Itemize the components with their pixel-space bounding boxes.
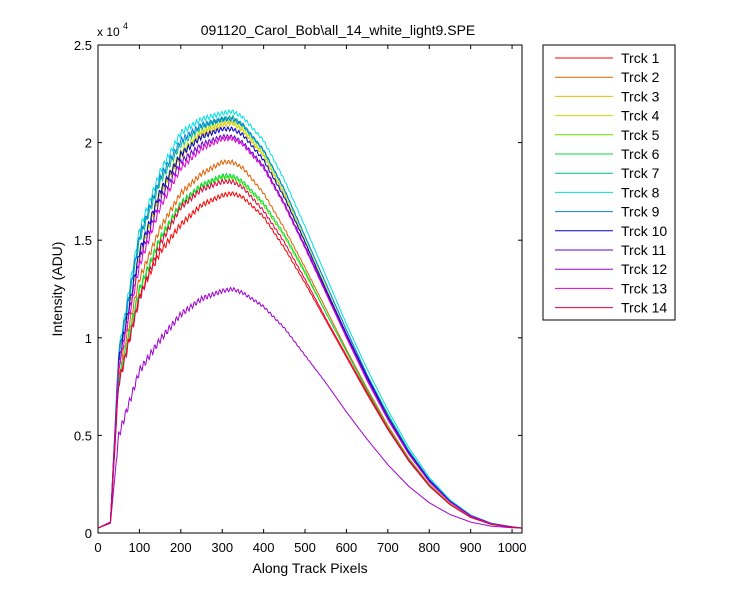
- x-tick-label: 400: [253, 540, 275, 555]
- x-axis: 0 100 200 300 400 500 600 700 800 900 1000: [94, 45, 527, 555]
- y-tick-label: 0: [85, 526, 92, 541]
- x-tick-label: 700: [377, 540, 399, 555]
- series-group: [97, 109, 523, 529]
- x-tick-label: 0: [94, 540, 101, 555]
- legend-label: Trck 1: [621, 50, 660, 66]
- x-tick-label: 300: [211, 540, 233, 555]
- y-tick-label: 1.5: [74, 233, 92, 248]
- legend-label: Trck 14: [621, 300, 667, 316]
- legend-label: Trck 4: [621, 108, 660, 124]
- plot-area: 0 100 200 300 400 500 600 700 800 900 1000 0 0.5 1 1.…: [74, 38, 527, 555]
- legend-label: Trck 8: [621, 184, 660, 200]
- x-tick-label: 500: [294, 540, 316, 555]
- legend-label: Trck 5: [621, 127, 660, 143]
- y-multiplier-label: x 10: [97, 25, 120, 39]
- x-tick-label: 200: [170, 540, 192, 555]
- y-multiplier-exponent: 4: [123, 21, 128, 31]
- y-axis-label: Intensity (ADU): [49, 242, 65, 337]
- y-tick-label: 0.5: [74, 428, 92, 443]
- series-line-12: [97, 286, 522, 529]
- chart-title: 091120_Carol_Bob\all_14_white_light9.SPE: [201, 22, 476, 38]
- x-axis-label: Along Track Pixels: [252, 560, 367, 576]
- y-tick-label: 1: [85, 331, 92, 346]
- series-line-13: [97, 135, 523, 529]
- x-tick-label: 900: [460, 540, 482, 555]
- x-tick-label: 1000: [498, 540, 527, 555]
- x-tick-label: 800: [418, 540, 440, 555]
- legend-label: Trck 11: [621, 242, 666, 258]
- legend-label: Trck 10: [621, 223, 667, 239]
- x-tick-label: 100: [129, 540, 151, 555]
- legend-label: Trck 7: [621, 165, 660, 181]
- legend-label: Trck 12: [621, 261, 667, 277]
- series-line-8: [97, 109, 523, 529]
- legend-label: Trck 3: [621, 88, 660, 104]
- legend-label: Trck 6: [621, 146, 660, 162]
- legend: Trck 1 Trck 2 Trck 3 Trck 4 Trck 5 Trck 6 Trck…: [542, 44, 676, 321]
- y-axis: 0 0.5 1 1.5 2 2.5: [74, 38, 522, 541]
- legend-box: [542, 44, 676, 321]
- x-tick-label: 600: [336, 540, 358, 555]
- y-tick-label: 2.5: [74, 38, 92, 53]
- legend-label: Trck 9: [621, 204, 660, 220]
- axes-frame: [97, 44, 523, 534]
- y-tick-label: 2: [85, 136, 92, 151]
- legend-label: Trck 13: [621, 280, 667, 296]
- series-line-14: [97, 178, 523, 529]
- legend-label: Trck 2: [621, 69, 660, 85]
